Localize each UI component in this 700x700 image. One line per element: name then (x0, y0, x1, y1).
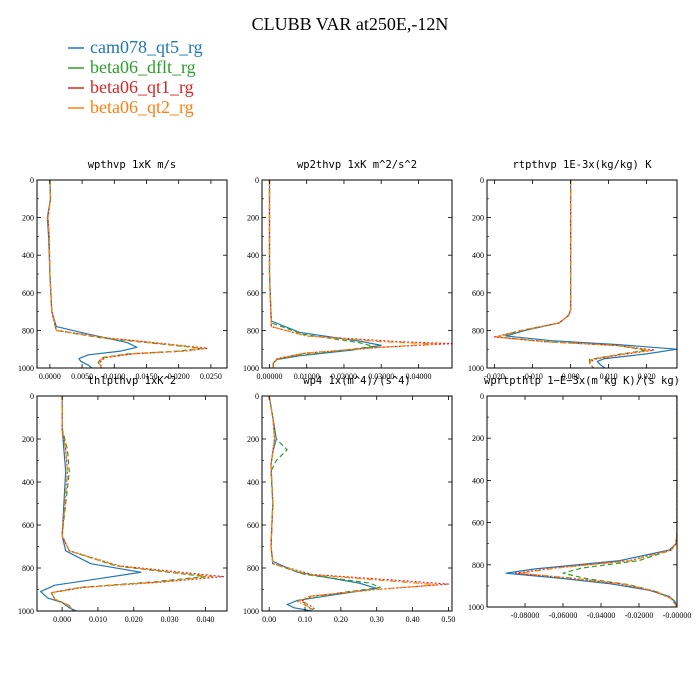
xtick-label-2-2: 0.000 (562, 372, 580, 381)
legend: cam078_qt5_rgbeta06_dflt_rgbeta06_qt1_rg… (68, 37, 203, 117)
xtick-label-4-5: 0.50 (441, 615, 455, 624)
legend-label-1: beta06_dflt_rg (90, 57, 196, 77)
ytick-label-3-4: 800 (22, 564, 34, 573)
ytick-label-0-3: 600 (22, 289, 34, 298)
xtick-label-3-0: 0.000 (53, 615, 71, 624)
series-line-4-3 (268, 396, 439, 611)
ytick-label-2-5: 1000 (468, 364, 484, 373)
ytick-label-2-2: 400 (472, 251, 484, 260)
xtick-label-4-0: 0.00 (262, 615, 276, 624)
xtick-label-4-1: 0.10 (298, 615, 312, 624)
xtick-label-0-1: 0.0050 (71, 372, 93, 381)
series-line-3-1 (50, 396, 207, 611)
series-line-2-3 (495, 180, 652, 368)
figure-title: CLUBB VAR at250E,-12N (252, 14, 449, 34)
ytick-label-1-0: 0 (255, 176, 259, 185)
ytick-label-2-1: 200 (472, 214, 484, 223)
xtick-label-2-3: 0.010 (600, 372, 618, 381)
ytick-label-2-0: 0 (480, 176, 484, 185)
ytick-label-4-4: 800 (247, 564, 259, 573)
ytick-label-5-2: 400 (472, 476, 484, 485)
xtick-label-2-1: -0.010 (522, 372, 543, 381)
ytick-label-4-0: 0 (255, 392, 259, 401)
xtick-label-3-3: 0.030 (161, 615, 179, 624)
panel-1: wp2thvp 1xK m^2/s^2 0 200 400 600 800 10000.00… (243, 159, 453, 381)
series-line-3-0 (39, 396, 142, 611)
ytick-label-5-4: 800 (472, 561, 484, 570)
series-line-2-1 (497, 180, 648, 368)
ytick-label-3-3: 600 (22, 521, 34, 530)
ytick-label-2-4: 800 (472, 326, 484, 335)
xtick-label-5-4: -0.00000 (663, 611, 692, 620)
ytick-label-5-0: 0 (480, 392, 484, 401)
panel-title-3: thlpthvp 1xK^2 (88, 375, 177, 387)
series-line-3-3 (50, 396, 214, 611)
ytick-label-4-5: 1000 (243, 607, 259, 616)
xtick-label-3-4: 0.040 (196, 615, 214, 624)
panel-3: thlpthvp 1xK^2 0 200 400 600 800 1000 0.000 0.01… (18, 375, 228, 624)
ytick-label-1-3: 600 (247, 289, 259, 298)
xtick-label-1-2: 0.02000 (331, 372, 357, 381)
ytick-label-3-2: 400 (22, 478, 34, 487)
series-line-4-1 (268, 396, 381, 611)
xtick-label-1-4: 0.04000 (405, 372, 431, 381)
ytick-label-0-1: 200 (22, 214, 34, 223)
xtick-label-0-3: 0.0150 (135, 372, 157, 381)
xtick-label-0-0: 0.0000 (39, 372, 61, 381)
xtick-label-5-3: -0.02000 (625, 611, 654, 620)
xtick-label-3-1: 0.010 (89, 615, 107, 624)
xtick-label-3-2: 0.020 (125, 615, 143, 624)
xtick-label-4-3: 0.30 (370, 615, 384, 624)
series-line-1-3 (268, 180, 438, 368)
xtick-label-0-2: 0.0100 (103, 372, 125, 381)
series-line-5-2 (514, 396, 677, 607)
ytick-label-4-3: 600 (247, 521, 259, 530)
series-line-5-3 (518, 396, 677, 607)
xtick-label-2-0: -0.020 (484, 372, 505, 381)
ytick-label-3-5: 1000 (18, 607, 34, 616)
xtick-label-1-1: 0.01000 (294, 372, 320, 381)
ytick-label-0-5: 1000 (18, 364, 34, 373)
panel-title-0: wpthvp 1xK m/s (88, 159, 177, 171)
series-line-0-3 (47, 180, 206, 368)
legend-label-0: cam078_qt5_rg (90, 37, 203, 57)
xtick-label-2-4: 0.020 (638, 372, 656, 381)
panel-title-5: wprtpthlp 1−E−3x(m kg K)/(s kg) (484, 375, 680, 387)
xtick-label-4-4: 0.40 (406, 615, 420, 624)
panel-title-4: wp4 1x(m^4)/(s^4) (303, 375, 410, 387)
ytick-label-1-1: 200 (247, 214, 259, 223)
ytick-label-2-3: 600 (472, 289, 484, 298)
legend-label-3: beta06_qt2_rg (90, 97, 194, 117)
ytick-label-3-0: 0 (30, 392, 34, 401)
ytick-label-5-3: 600 (472, 519, 484, 528)
ytick-label-1-2: 400 (247, 251, 259, 260)
legend-label-2: beta06_qt1_rg (90, 77, 194, 97)
xtick-label-5-1: -0.06000 (549, 611, 578, 620)
xtick-label-5-0: -0.08000 (511, 611, 540, 620)
panel-5: wprtpthlp 1−E−3x(m kg K)/(s kg)0 200 400 60… (468, 375, 691, 620)
panel-2: rtpthvp 1E-3x(kg/kg) K02004006008001000-… (468, 159, 678, 381)
panel-title-1: wp2thvp 1xK m^2/s^2 (297, 159, 417, 171)
panel-title-2: rtpthvp 1E-3x(kg/kg) K (512, 159, 652, 171)
xtick-label-1-0: 0.00000 (256, 372, 282, 381)
xtick-label-5-2: -0.04000 (587, 611, 616, 620)
ytick-label-3-1: 200 (22, 435, 34, 444)
ytick-label-4-1: 200 (247, 435, 259, 444)
ytick-label-5-1: 200 (472, 434, 484, 443)
xtick-label-0-5: 0.0250 (200, 372, 222, 381)
panel-0: wpthvp 1xK m/s 0 200 400 600 800 1000 0.0000 0.0… (18, 159, 228, 381)
ytick-label-4-2: 400 (247, 478, 259, 487)
ytick-label-5-5: 1000 (468, 603, 484, 612)
ytick-label-1-4: 800 (247, 326, 259, 335)
xtick-label-0-4: 0.0200 (168, 372, 190, 381)
xtick-label-4-2: 0.20 (334, 615, 348, 624)
ytick-label-0-2: 400 (22, 251, 34, 260)
ytick-label-1-5: 1000 (243, 364, 259, 373)
ytick-label-0-0: 0 (30, 176, 34, 185)
ytick-label-0-4: 800 (22, 326, 34, 335)
xtick-label-1-3: 0.03000 (368, 372, 394, 381)
